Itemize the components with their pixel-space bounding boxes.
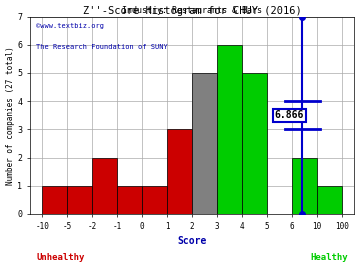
- Text: Healthy: Healthy: [310, 253, 348, 262]
- Text: The Research Foundation of SUNY: The Research Foundation of SUNY: [36, 44, 168, 50]
- Text: ©www.textbiz.org: ©www.textbiz.org: [36, 23, 104, 29]
- Bar: [292, 157, 317, 214]
- Bar: [167, 129, 192, 214]
- Bar: [142, 186, 167, 214]
- Text: Unhealthy: Unhealthy: [36, 253, 85, 262]
- Text: 6.866: 6.866: [275, 110, 304, 120]
- Bar: [93, 157, 117, 214]
- Bar: [42, 186, 67, 214]
- Y-axis label: Number of companies (27 total): Number of companies (27 total): [5, 46, 14, 185]
- Bar: [217, 45, 242, 214]
- Bar: [67, 186, 93, 214]
- Title: Z''-Score Histogram for CHUY (2016): Z''-Score Histogram for CHUY (2016): [83, 6, 302, 16]
- Bar: [317, 186, 342, 214]
- X-axis label: Score: Score: [177, 236, 207, 246]
- Bar: [117, 186, 142, 214]
- Bar: [192, 73, 217, 214]
- Bar: [242, 73, 267, 214]
- Text: Industry: Restaurants & Bars: Industry: Restaurants & Bars: [122, 6, 262, 15]
